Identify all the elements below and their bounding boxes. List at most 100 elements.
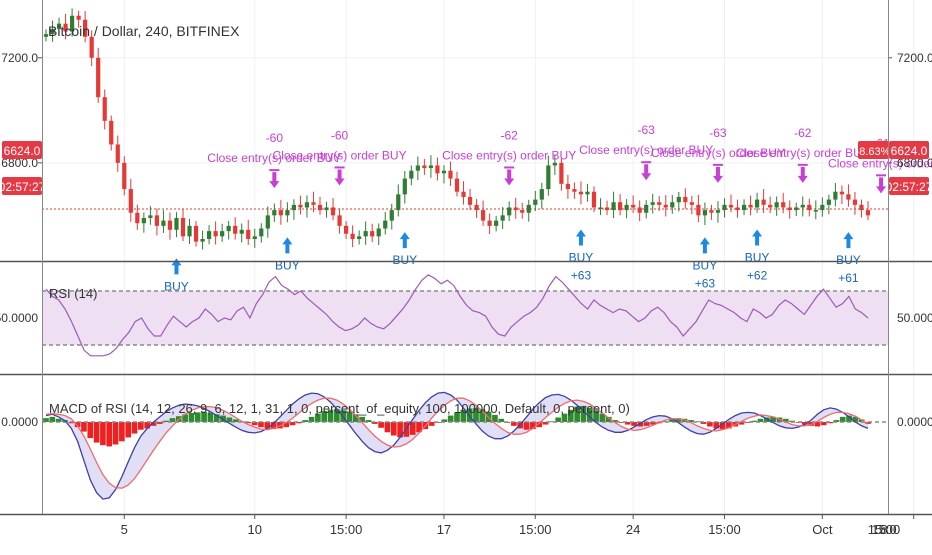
close-bar-icon [334,166,345,169]
candle-body [644,204,649,213]
countdown-label-left: 02:57:27 [0,180,46,194]
candle-body [200,238,205,242]
candle-body [226,225,231,232]
candle-body [748,204,753,208]
histogram-bar [258,422,264,428]
candle-body [141,217,146,224]
candle-body [820,204,825,211]
candle-body [363,231,368,237]
candle-body [428,165,434,169]
price-pane[interactable]: BUY BUY BUY BUY +63 BUY +63 BUY +62 BUY +61 Close e… [0,8,932,293]
candle-body [83,19,88,37]
price-tick-label-right: 7200.0 [897,51,932,65]
histogram-bar [827,422,833,424]
candle-body [781,202,786,208]
close-loss-label: -63 [709,126,727,140]
close-loss-label: -60 [331,128,349,142]
histogram-bar [688,420,694,422]
histogram-bar [511,422,517,426]
histogram-bar [131,422,138,434]
macd-tick-label-left: 0.0000 [1,415,38,429]
candle-body [402,178,407,195]
histogram-bar [713,422,720,429]
rsi-tick-label-left: 50.0000 [0,311,38,325]
buy-arrow-icon [575,229,586,246]
candle-body [233,225,238,234]
histogram-bar [378,422,384,428]
last-price-label-right: 6624.0 [891,144,928,158]
candle-body [709,210,714,213]
candle-body [376,228,381,237]
candle-body [787,207,792,211]
candle-body [96,57,101,98]
histogram-bar [542,422,549,425]
candle-body [220,231,225,237]
histogram-bar [757,418,764,422]
candle-body [193,225,199,242]
histogram-bar [441,419,448,422]
close-bar-icon [269,169,280,172]
histogram-bar [188,413,195,422]
histogram-bar [738,422,745,425]
candle-body [206,231,212,239]
candle-body [298,204,303,208]
histogram-bar [232,419,239,422]
histogram-bar [523,422,530,430]
price-tick-label-left: 6800.0 [1,156,38,170]
candle-body [76,15,81,20]
close-arrow-icon [641,164,652,181]
price-axis-left: 7200.0 6800.0 [1,51,42,170]
close-arrow-icon [797,166,808,183]
time-tick-label: 5 [121,522,128,537]
rsi-line [45,274,869,357]
histogram-bar [846,415,852,422]
macd-signal-fill [46,392,868,500]
candle-body [259,228,264,237]
candle-body [546,165,551,190]
price-axis-right: 7200.0 6800.0 [888,51,932,170]
candle-body [754,199,760,208]
histogram-bar [353,414,359,422]
candle-body [383,220,388,229]
candle-body [494,220,499,226]
rsi-axis: 50.0000 50.0000 [0,311,932,325]
histogram-bar [144,422,150,429]
histogram-bar [555,417,561,422]
candle-body [696,204,701,216]
rsi-pane-title: RSI (14) [49,286,97,301]
histogram-bar [694,421,701,423]
histogram-bar [839,416,846,422]
candle-body [461,191,466,197]
close-label: Close entry(s) order BUY [579,143,713,157]
candle-body [213,231,218,237]
candle-body [715,210,721,213]
candle-body [826,199,831,205]
buy-profit-label: +63 [571,268,592,282]
histogram-bar [435,422,441,423]
candle-body [670,202,675,208]
histogram-bar [49,416,56,422]
buy-label: BUY [275,258,300,272]
histogram-bar [618,422,625,423]
time-tick-label: 15:00 [868,522,901,537]
macd-pane[interactable]: MACD of RSI (14, 12, 26, 9, 6, 12, 1, 31… [1,391,932,500]
candle-body [161,220,166,226]
buy-profit-label: +63 [695,276,716,290]
histogram-bar [675,418,682,422]
candlestick-series [43,8,871,250]
histogram-bar [213,414,220,422]
histogram-bar [87,422,94,439]
signal-line [45,397,869,489]
candle-body [350,233,355,239]
rsi-pane[interactable]: RSI (14) 50.0000 50.0000 [0,274,932,357]
candle-body [272,210,277,216]
buy-arrow-icon [843,232,854,249]
candle-body [317,204,323,211]
candle-body [252,236,257,239]
histogram-bar [605,416,612,422]
candle-body [526,204,531,213]
last-price-badge-right [889,141,929,159]
